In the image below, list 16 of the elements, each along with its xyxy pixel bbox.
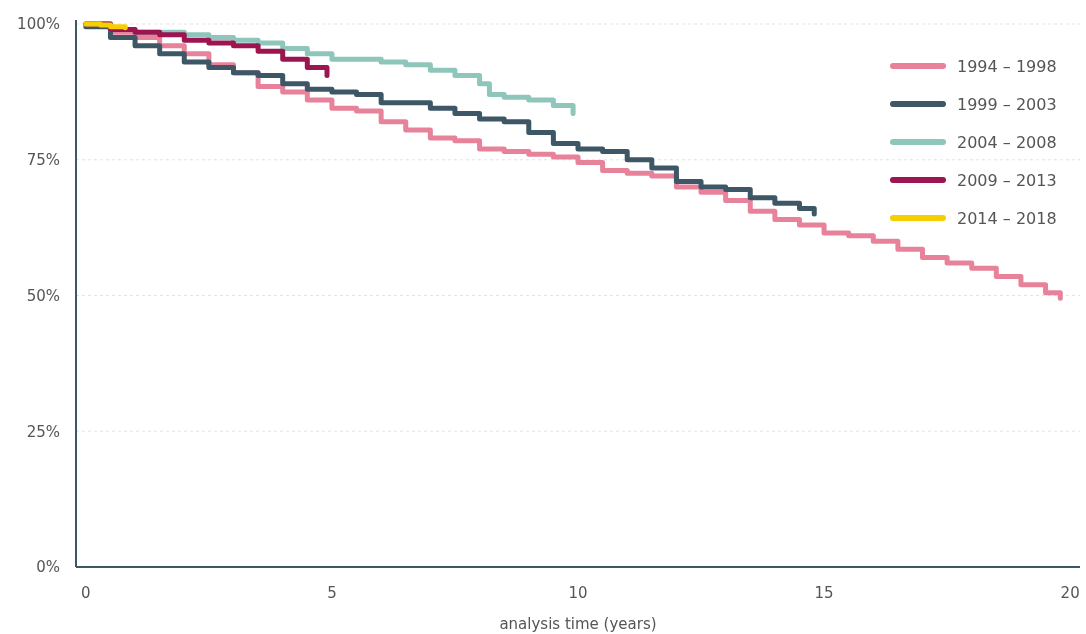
legend-label: 1994 – 1998 xyxy=(957,56,1057,76)
x-tick-label: 15 xyxy=(814,584,834,602)
y-tick-label: 0% xyxy=(36,558,60,577)
y-tick-label: 50% xyxy=(26,286,60,305)
legend-label: 1999 – 2003 xyxy=(957,94,1057,114)
x-axis-title: analysis time (years) xyxy=(499,615,657,633)
y-tick-label: 100% xyxy=(17,15,60,34)
legend-label: 2009 – 2013 xyxy=(957,170,1057,190)
y-tick-label: 25% xyxy=(26,422,60,441)
legend-label: 2014 – 2018 xyxy=(957,208,1057,228)
x-tick-label: 20 xyxy=(1060,584,1080,602)
legend-label: 2004 – 2008 xyxy=(957,132,1057,152)
x-tick-label: 5 xyxy=(327,584,337,602)
x-tick-label: 10 xyxy=(568,584,588,602)
x-tick-label: 0 xyxy=(81,584,91,602)
y-tick-label: 75% xyxy=(26,151,60,169)
